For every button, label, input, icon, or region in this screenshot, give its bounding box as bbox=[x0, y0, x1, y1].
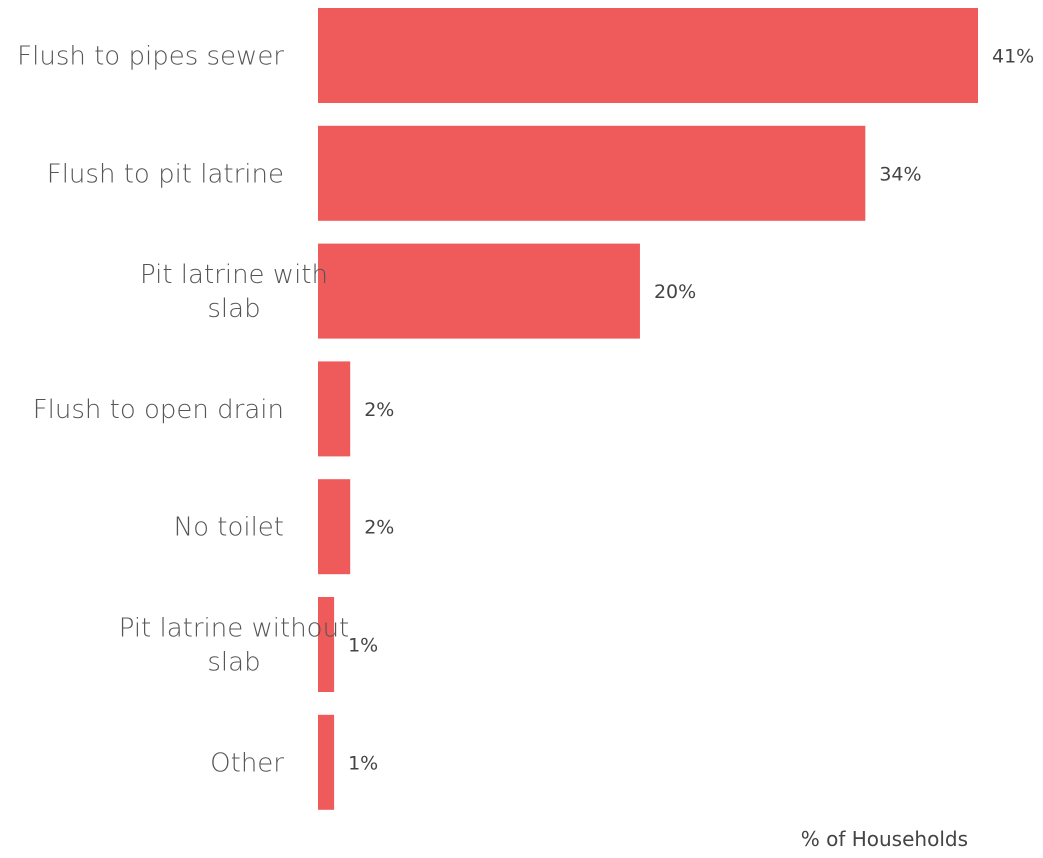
value-label-flush-to-pipes-sewer: 41% bbox=[992, 46, 1034, 68]
category-label-other: Other bbox=[210, 748, 284, 778]
bars-layer bbox=[318, 8, 978, 810]
value-labels-layer: 41% 34% 20% 2% 2% 1% 1% bbox=[348, 46, 1034, 775]
value-label-pit-latrine-without-slab: 1% bbox=[348, 635, 378, 657]
category-label-pit-latrine-without-slab: Pit latrine without slab bbox=[119, 614, 350, 678]
category-label-pit-latrine-with-slab: Pit latrine with slab bbox=[140, 260, 328, 324]
value-label-pit-latrine-with-slab: 20% bbox=[654, 281, 696, 303]
bar-no-toilet bbox=[318, 479, 351, 575]
category-label-flush-to-open-drain: Flush to open drain bbox=[33, 395, 284, 425]
category-label-flush-to-pit-latrine: Flush to pit latrine bbox=[47, 159, 284, 189]
value-label-flush-to-pit-latrine: 34% bbox=[879, 163, 921, 185]
value-label-other: 1% bbox=[348, 752, 378, 774]
category-labels-layer: Flush to pipes sewer Flush to pit latrine… bbox=[17, 42, 349, 779]
value-label-no-toilet: 2% bbox=[364, 517, 394, 539]
value-label-flush-to-open-drain: 2% bbox=[364, 399, 394, 421]
bar-other bbox=[318, 714, 335, 810]
category-label-flush-to-pipes-sewer: Flush to pipes sewer bbox=[17, 42, 284, 72]
bar-flush-to-pipes-sewer bbox=[318, 8, 978, 103]
bar-flush-to-open-drain bbox=[318, 361, 351, 457]
bar-flush-to-pit-latrine bbox=[318, 125, 866, 221]
bar-pit-latrine-with-slab bbox=[318, 243, 640, 339]
bar-pit-latrine-without-slab bbox=[318, 597, 335, 692]
category-label-no-toilet: No toilet bbox=[174, 513, 284, 543]
x-axis-title: % of Households bbox=[801, 827, 968, 851]
